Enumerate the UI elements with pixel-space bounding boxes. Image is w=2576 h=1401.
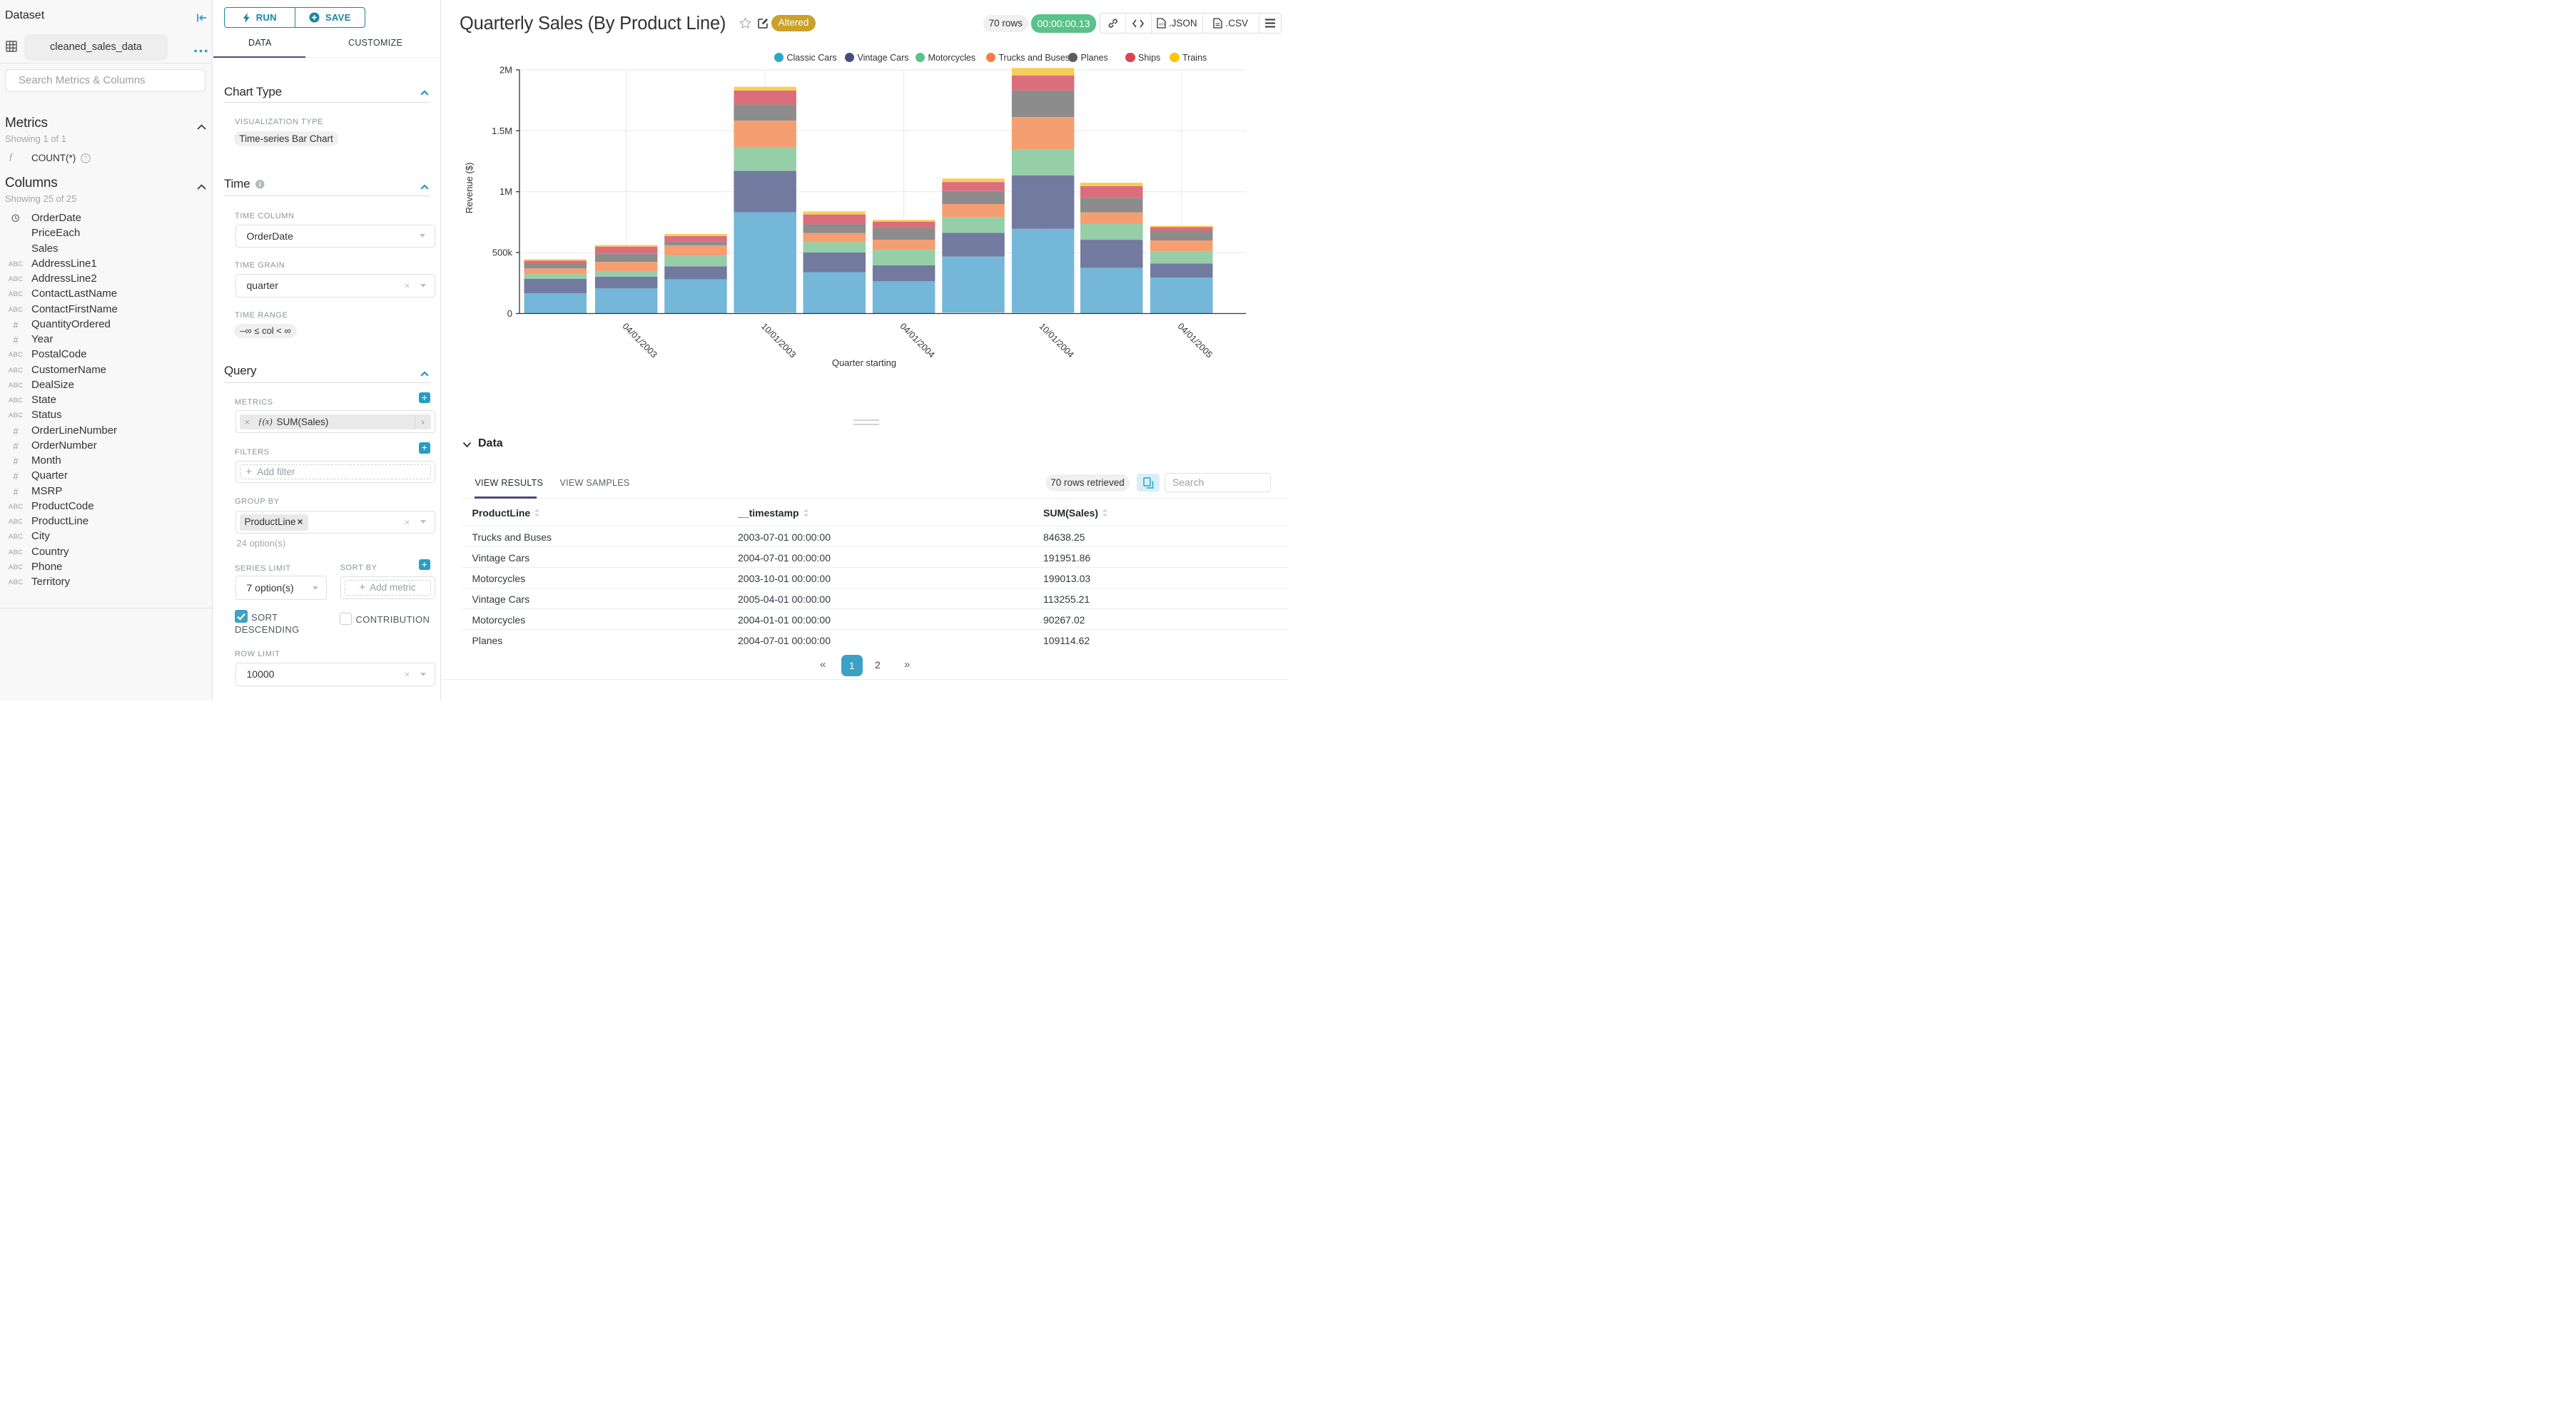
svg-text:</>: </> [1159,22,1166,27]
svg-text:500k: 500k [492,248,513,258]
svg-text:10/01/2004: 10/01/2004 [1037,321,1075,360]
svg-text:04/01/2004: 04/01/2004 [898,321,936,360]
svg-text:04/01/2005: 04/01/2005 [1176,321,1215,360]
svg-text:04/01/2003: 04/01/2003 [620,321,659,360]
svg-text:Quarter starting: Quarter starting [832,357,896,368]
svg-text:1.5M: 1.5M [492,126,512,136]
svg-text:?: ? [83,155,87,162]
svg-text:0: 0 [507,308,512,319]
svg-text:1M: 1M [500,186,512,197]
svg-text:Revenue ($): Revenue ($) [464,163,475,214]
svg-text:2M: 2M [500,64,512,75]
svg-text:10/01/2003: 10/01/2003 [759,321,798,360]
